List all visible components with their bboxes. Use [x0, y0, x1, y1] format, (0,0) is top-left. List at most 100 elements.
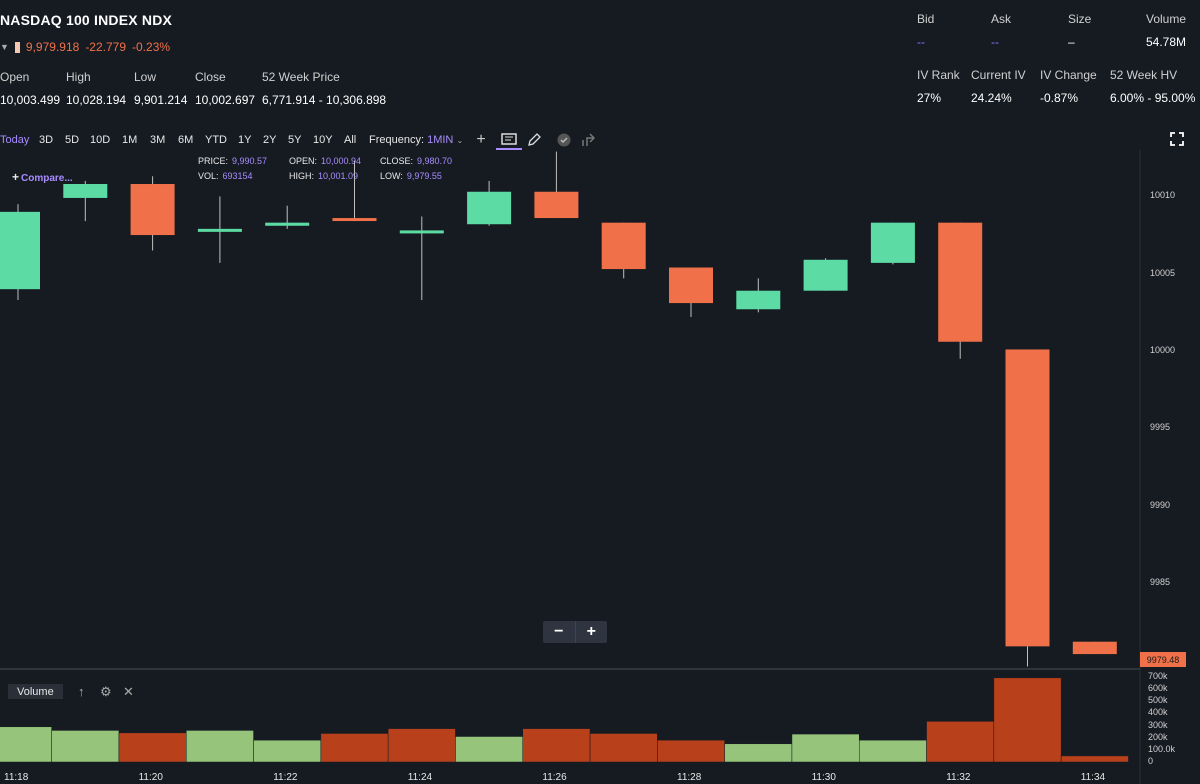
volume-value: 54.78M: [1146, 35, 1187, 49]
range-3m[interactable]: 3M: [150, 134, 166, 146]
candle-down: [601, 222, 646, 270]
hover-info-price: PRICE: 9,990.57 VOL: 693154: [198, 156, 267, 181]
close-label: Close: [195, 70, 226, 84]
close-value: 10,002.697: [195, 93, 256, 107]
price-tick-label: 9995: [1150, 422, 1171, 433]
frequency-value: 1MIN: [427, 134, 454, 146]
last-price: 9,979.918: [25, 40, 80, 54]
candle-down: [534, 191, 579, 219]
close-stat: Close 10,002.697: [195, 70, 255, 107]
price-change-pct: -0.23%: [132, 40, 171, 54]
range-3d[interactable]: 3D: [39, 134, 54, 146]
volume-label: Volume: [1146, 12, 1187, 26]
volume-bar: [724, 743, 793, 763]
ask-stat: Ask --: [991, 12, 1011, 49]
candle-down: [938, 222, 983, 342]
info-low-label: LOW:: [380, 171, 403, 181]
low-stat: Low 9,901.214: [134, 70, 187, 107]
volume-bar: [926, 721, 995, 763]
zoom-in-button[interactable]: +: [586, 623, 596, 640]
volume-bar: [589, 733, 658, 763]
volume-stat: Volume 54.78M: [1146, 12, 1186, 49]
candle-up: [870, 222, 915, 263]
last-price-tag: 9979.48: [1140, 652, 1186, 667]
range-2y[interactable]: 2Y: [263, 134, 277, 146]
range-1m[interactable]: 1M: [122, 134, 138, 146]
range-5y[interactable]: 5Y: [288, 134, 302, 146]
candle-up: [803, 259, 848, 291]
range-today[interactable]: Today: [0, 134, 30, 146]
candle-down: [332, 218, 377, 222]
page-title: NASDAQ 100 INDEX NDX: [0, 12, 173, 28]
frequency-label: Frequency:: [369, 134, 425, 146]
info-low: 9,979.55: [406, 171, 442, 181]
price-chart[interactable]: [0, 150, 1200, 784]
info-vol: 693154: [222, 171, 253, 181]
price-tick-label: 10000: [1150, 345, 1176, 355]
week52-hv-label: 52 Week HV: [1110, 68, 1178, 82]
open-label: Open: [0, 70, 30, 84]
range-ytd[interactable]: YTD: [205, 134, 227, 146]
high-value: 10,028.194: [66, 93, 127, 107]
volume-bar: [1060, 755, 1129, 763]
share-icon[interactable]: [578, 130, 598, 150]
info-close-label: CLOSE:: [380, 156, 414, 166]
volume-tick-label: 0: [1148, 756, 1154, 766]
info-vol-label: VOL:: [198, 171, 219, 181]
price-line: ▼ 9,979.918 -22.779 -0.23%: [0, 40, 170, 54]
open-value: 10,003.499: [0, 93, 61, 107]
fullscreen-icon[interactable]: [1170, 132, 1184, 146]
close-icon[interactable]: ✕: [123, 684, 134, 699]
volume-bar: [253, 739, 322, 763]
range-all[interactable]: All: [344, 134, 357, 146]
zoom-out-button[interactable]: −: [554, 623, 564, 640]
bid-label: Bid: [917, 12, 935, 26]
check-circle-icon[interactable]: [554, 130, 574, 150]
time-tick-label: 11:34: [1080, 772, 1106, 783]
compare-button[interactable]: + Compare...: [12, 170, 73, 184]
hover-info-close: CLOSE: 9,980.70 LOW: 9,979.55: [380, 156, 452, 181]
range-5d[interactable]: 5D: [65, 134, 80, 146]
volume-tick-label: 300k: [1148, 719, 1168, 730]
low-label: Low: [134, 70, 157, 84]
compare-label: Compare...: [21, 173, 73, 184]
volume-bar: [791, 733, 860, 763]
volume-bar: [993, 677, 1062, 763]
gear-icon[interactable]: ⚙: [100, 684, 112, 699]
flag-icon: [14, 41, 20, 53]
bid-stat: Bid --: [917, 12, 934, 49]
ask-label: Ask: [991, 12, 1012, 26]
info-high: 10,001.09: [318, 171, 359, 181]
candle-up: [63, 184, 108, 198]
week52-hv-value: 6.00% - 95.00%: [1110, 91, 1196, 105]
chevron-down-icon[interactable]: ▼: [0, 42, 9, 52]
candle-up: [197, 228, 242, 232]
arrow-up-icon[interactable]: ↑: [78, 684, 85, 699]
pencil-icon[interactable]: [524, 130, 544, 150]
range-10y[interactable]: 10Y: [313, 134, 333, 146]
volume-bar: [51, 730, 120, 763]
candle-up: [0, 211, 40, 290]
info-open: 10,000.94: [321, 156, 362, 166]
price-change: -22.779: [85, 40, 127, 54]
time-tick-label: 11:28: [677, 772, 702, 783]
high-stat: High 10,028.194: [66, 70, 126, 107]
range-10d[interactable]: 10D: [90, 134, 111, 146]
week52-value: 6,771.914 - 10,306.898: [262, 93, 387, 107]
range-6m[interactable]: 6M: [178, 134, 194, 146]
volume-bar: [186, 730, 254, 763]
volume-tick-label: 600k: [1148, 683, 1168, 694]
info-open-label: OPEN:: [289, 156, 318, 166]
range-1y[interactable]: 1Y: [238, 134, 252, 146]
time-tick-label: 11:30: [811, 772, 836, 783]
hover-info-open: OPEN: 10,000.94 HIGH: 10,001.09: [289, 156, 361, 181]
chevron-down-icon: ⌄: [456, 136, 464, 145]
candle-down: [1005, 349, 1050, 647]
frequency-select[interactable]: Frequency: 1MIN ⌄: [369, 134, 463, 146]
volume-bar: [387, 728, 456, 763]
iv-change-stat: IV Change -0.87%: [1040, 68, 1097, 105]
size-stat: Size –: [1068, 12, 1091, 49]
ask-value: --: [991, 35, 999, 49]
annotation-icon[interactable]: [496, 130, 522, 150]
crosshair-icon[interactable]: +: [476, 131, 486, 148]
